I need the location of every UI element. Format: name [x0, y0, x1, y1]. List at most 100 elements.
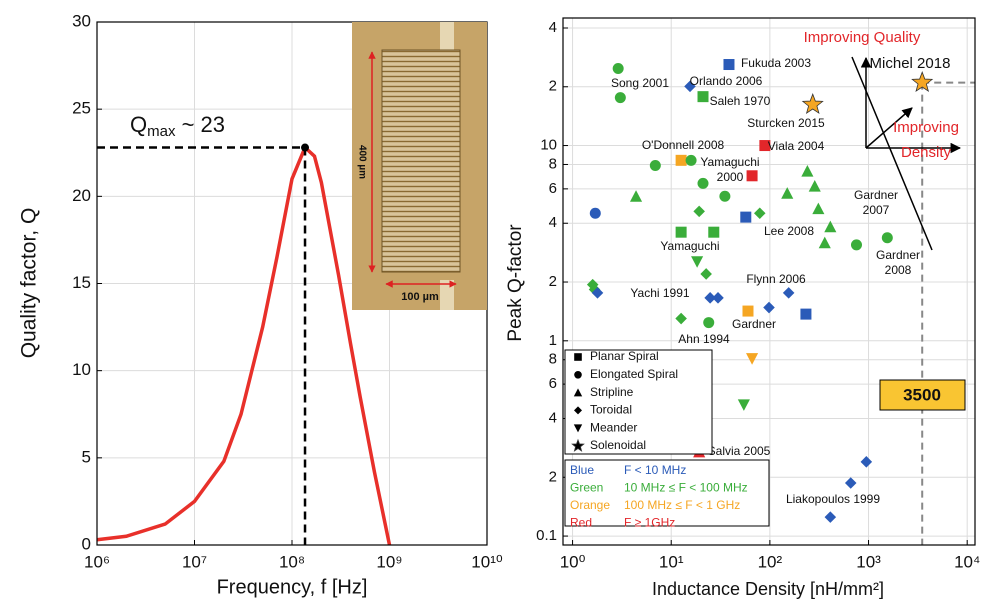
- y-tick-label: 10: [72, 360, 91, 379]
- x-tick-label: 10⁰: [560, 552, 586, 571]
- y-tick-label: 10: [540, 137, 557, 154]
- point-label: Ahn 1994: [678, 332, 730, 346]
- marker-diamond: [824, 511, 837, 523]
- legend-label: Elongated Spiral: [590, 367, 678, 381]
- y-tick-label: 30: [72, 11, 91, 30]
- x-tick-label: 10⁶: [84, 552, 110, 571]
- marker-square: [708, 226, 720, 238]
- y-tick-label: 5: [82, 447, 91, 466]
- marker-triangle-up: [808, 180, 821, 192]
- peak-annotation-rest: ~ 23: [175, 112, 225, 137]
- x-tick-label: 10⁴: [954, 552, 980, 571]
- color-legend: [564, 459, 770, 527]
- density-label: 3500: [903, 385, 941, 404]
- y-tick-label: 6: [549, 180, 557, 197]
- marker-triangle-up: [781, 187, 794, 199]
- arrow-label: Improving: [893, 119, 959, 136]
- x-tick-label: 10¹: [659, 552, 684, 571]
- marker-diamond: [782, 287, 795, 299]
- point-label: Salvia 2005: [708, 444, 771, 458]
- marker-square: [675, 154, 687, 166]
- y-tick-label: 2: [549, 468, 557, 485]
- y-tick-label: 1: [549, 332, 557, 349]
- x-tick-label: 10⁸: [279, 552, 305, 571]
- q-curve: [96, 144, 392, 546]
- marker-square: [675, 226, 687, 238]
- point-label: Yamaguchi: [700, 155, 759, 169]
- marker-square: [746, 170, 758, 182]
- point-label: Lee 2008: [764, 224, 814, 238]
- marker-square: [759, 140, 771, 152]
- y-tick-label: 4: [549, 214, 557, 231]
- color-legend-name: Red: [570, 516, 592, 530]
- peak-annotation: Qmax ~ 23: [130, 112, 225, 140]
- point-label: O'Donnell 2008: [642, 138, 725, 152]
- y-tick-label: 0: [82, 534, 91, 553]
- y-tick-label: 15: [72, 273, 91, 292]
- marker-triangle-down: [737, 399, 750, 411]
- marker-diamond: [675, 312, 687, 325]
- marker-circle: [614, 92, 626, 104]
- x-tick-label: 10¹⁰: [471, 552, 503, 571]
- legend-layer: Planar Spiral Elongated Spiral Stripline To…: [570, 349, 748, 530]
- marker-square: [800, 308, 812, 320]
- y-tick-label: 8: [549, 155, 557, 172]
- y-tick-label: 25: [72, 99, 91, 118]
- marker-diamond: [591, 287, 604, 299]
- marker-circle: [719, 190, 731, 202]
- inset-lead: [440, 22, 454, 52]
- y-tick-label: 2: [549, 273, 557, 290]
- plot-frame: [562, 17, 976, 546]
- marker-diamond: [860, 456, 873, 468]
- marker-circle: [850, 239, 862, 251]
- marker-triangle-up: [629, 190, 643, 202]
- marker-circle: [703, 317, 715, 329]
- point-label: Fukuda 2003: [741, 56, 811, 70]
- marker-circle: [649, 160, 661, 172]
- point-label: Song 2001: [611, 76, 669, 90]
- marker-triangle-up: [573, 388, 583, 397]
- arrow-label: Density: [901, 144, 952, 161]
- point-label: Yachi 1991: [630, 286, 689, 300]
- legend-label: Planar Spiral: [590, 349, 659, 363]
- marker-square: [723, 59, 735, 71]
- marker-diamond: [684, 80, 696, 93]
- arrow-label: Improving Quality: [804, 29, 921, 46]
- marker-square: [740, 211, 752, 223]
- inset-label: 400 µm: [356, 145, 367, 179]
- marker-diamond: [763, 301, 775, 314]
- marker-circle: [881, 232, 893, 244]
- legend-label: Meander: [590, 420, 637, 434]
- y-tick-label: 2: [549, 78, 557, 95]
- color-legend-range: 10 MHz ≤ F < 100 MHz: [624, 481, 748, 495]
- marker-star: [571, 438, 585, 452]
- overlay-layer: 400 µm 100 µm Qmax ~ 23 Improving Qualit…: [18, 22, 966, 599]
- marker-diamond: [844, 477, 857, 489]
- marker-legend: [564, 349, 713, 455]
- marker-triangle-down: [691, 256, 704, 268]
- marker-circle: [612, 63, 624, 75]
- y-tick-label: 20: [72, 186, 91, 205]
- inset-label: 100 µm: [401, 291, 439, 303]
- arrow: [865, 107, 913, 149]
- y-tick-label: 6: [549, 375, 557, 392]
- color-legend-name: Orange: [570, 498, 610, 512]
- x-tick-label: 10²: [758, 552, 783, 571]
- point-label: Viala 2004: [768, 139, 825, 153]
- point-label: Liakopoulos 1999: [786, 492, 880, 506]
- point-label: 2000: [717, 170, 744, 184]
- y-axis-label: Peak Q-factor: [505, 224, 526, 342]
- marker-diamond: [700, 268, 712, 280]
- point-label: 2007: [863, 203, 890, 217]
- marker-circle: [574, 371, 582, 379]
- marker-triangle-up: [824, 220, 837, 233]
- plot-layer: 10⁶ 10⁷ 10⁸ 10⁹ 10¹⁰ 0 5 10 15 20 25 30 10⁰ 10¹ 10² 10³…: [72, 11, 980, 571]
- point-label: Saleh 1970: [710, 94, 771, 108]
- color-legend-name: Blue: [570, 463, 594, 477]
- marker-triangle-down: [573, 424, 583, 433]
- point-label: Gardner: [732, 317, 776, 331]
- x-tick-label: 10⁹: [376, 552, 402, 571]
- peak-annotation-sub: max: [147, 123, 176, 140]
- y-tick-label: 4: [549, 409, 557, 426]
